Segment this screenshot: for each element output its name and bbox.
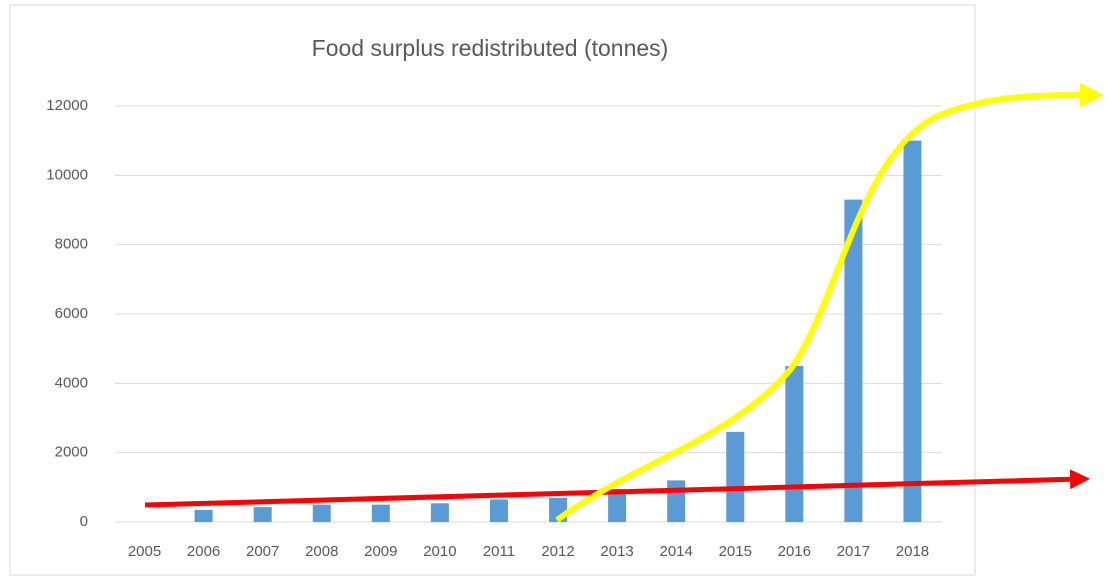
y-tick-label: 4000 bbox=[55, 374, 88, 391]
bar bbox=[844, 199, 863, 522]
x-tick-label: 2017 bbox=[837, 543, 870, 560]
bar bbox=[371, 504, 390, 522]
y-tick-label: 0 bbox=[80, 513, 88, 530]
bar bbox=[667, 480, 686, 522]
plot-area: 0 2000 4000 6000 8000 10000 12000 2005 2006 2007 2… bbox=[46, 97, 942, 560]
bar bbox=[903, 140, 922, 522]
y-tick-label: 10000 bbox=[46, 166, 88, 183]
x-tick-label: 2018 bbox=[896, 543, 929, 560]
x-tick-label: 2010 bbox=[423, 543, 456, 560]
y-tick-label: 12000 bbox=[46, 97, 88, 114]
x-tick-label: 2008 bbox=[305, 543, 338, 560]
y-tick-label: 6000 bbox=[55, 305, 88, 322]
bar bbox=[253, 507, 272, 522]
x-tick-label: 2011 bbox=[483, 543, 515, 560]
x-tick-label: 2009 bbox=[364, 543, 397, 560]
bar bbox=[194, 509, 213, 522]
y-tick-label: 2000 bbox=[55, 444, 88, 461]
x-tick-label: 2015 bbox=[719, 543, 752, 560]
trend-arrow-red bbox=[144, 469, 1090, 508]
x-tick-label: 2016 bbox=[778, 543, 811, 560]
bar bbox=[312, 504, 331, 522]
x-tick-label: 2013 bbox=[600, 543, 633, 560]
x-tick-label: 2006 bbox=[187, 543, 220, 560]
trend-arrow-yellow bbox=[555, 83, 1104, 523]
x-tick-label: 2012 bbox=[541, 543, 574, 560]
y-tick-label: 8000 bbox=[55, 236, 88, 253]
bar bbox=[785, 366, 804, 522]
bar bbox=[608, 489, 627, 522]
chart-title: Food surplus redistributed (tonnes) bbox=[312, 35, 669, 61]
chart-frame bbox=[9, 4, 976, 576]
x-tick-label: 2007 bbox=[246, 543, 279, 560]
x-tick-label: 2005 bbox=[128, 543, 161, 560]
x-tick-label: 2014 bbox=[659, 543, 692, 560]
bar bbox=[430, 503, 449, 522]
bar bbox=[489, 499, 508, 522]
bar bbox=[726, 431, 745, 522]
